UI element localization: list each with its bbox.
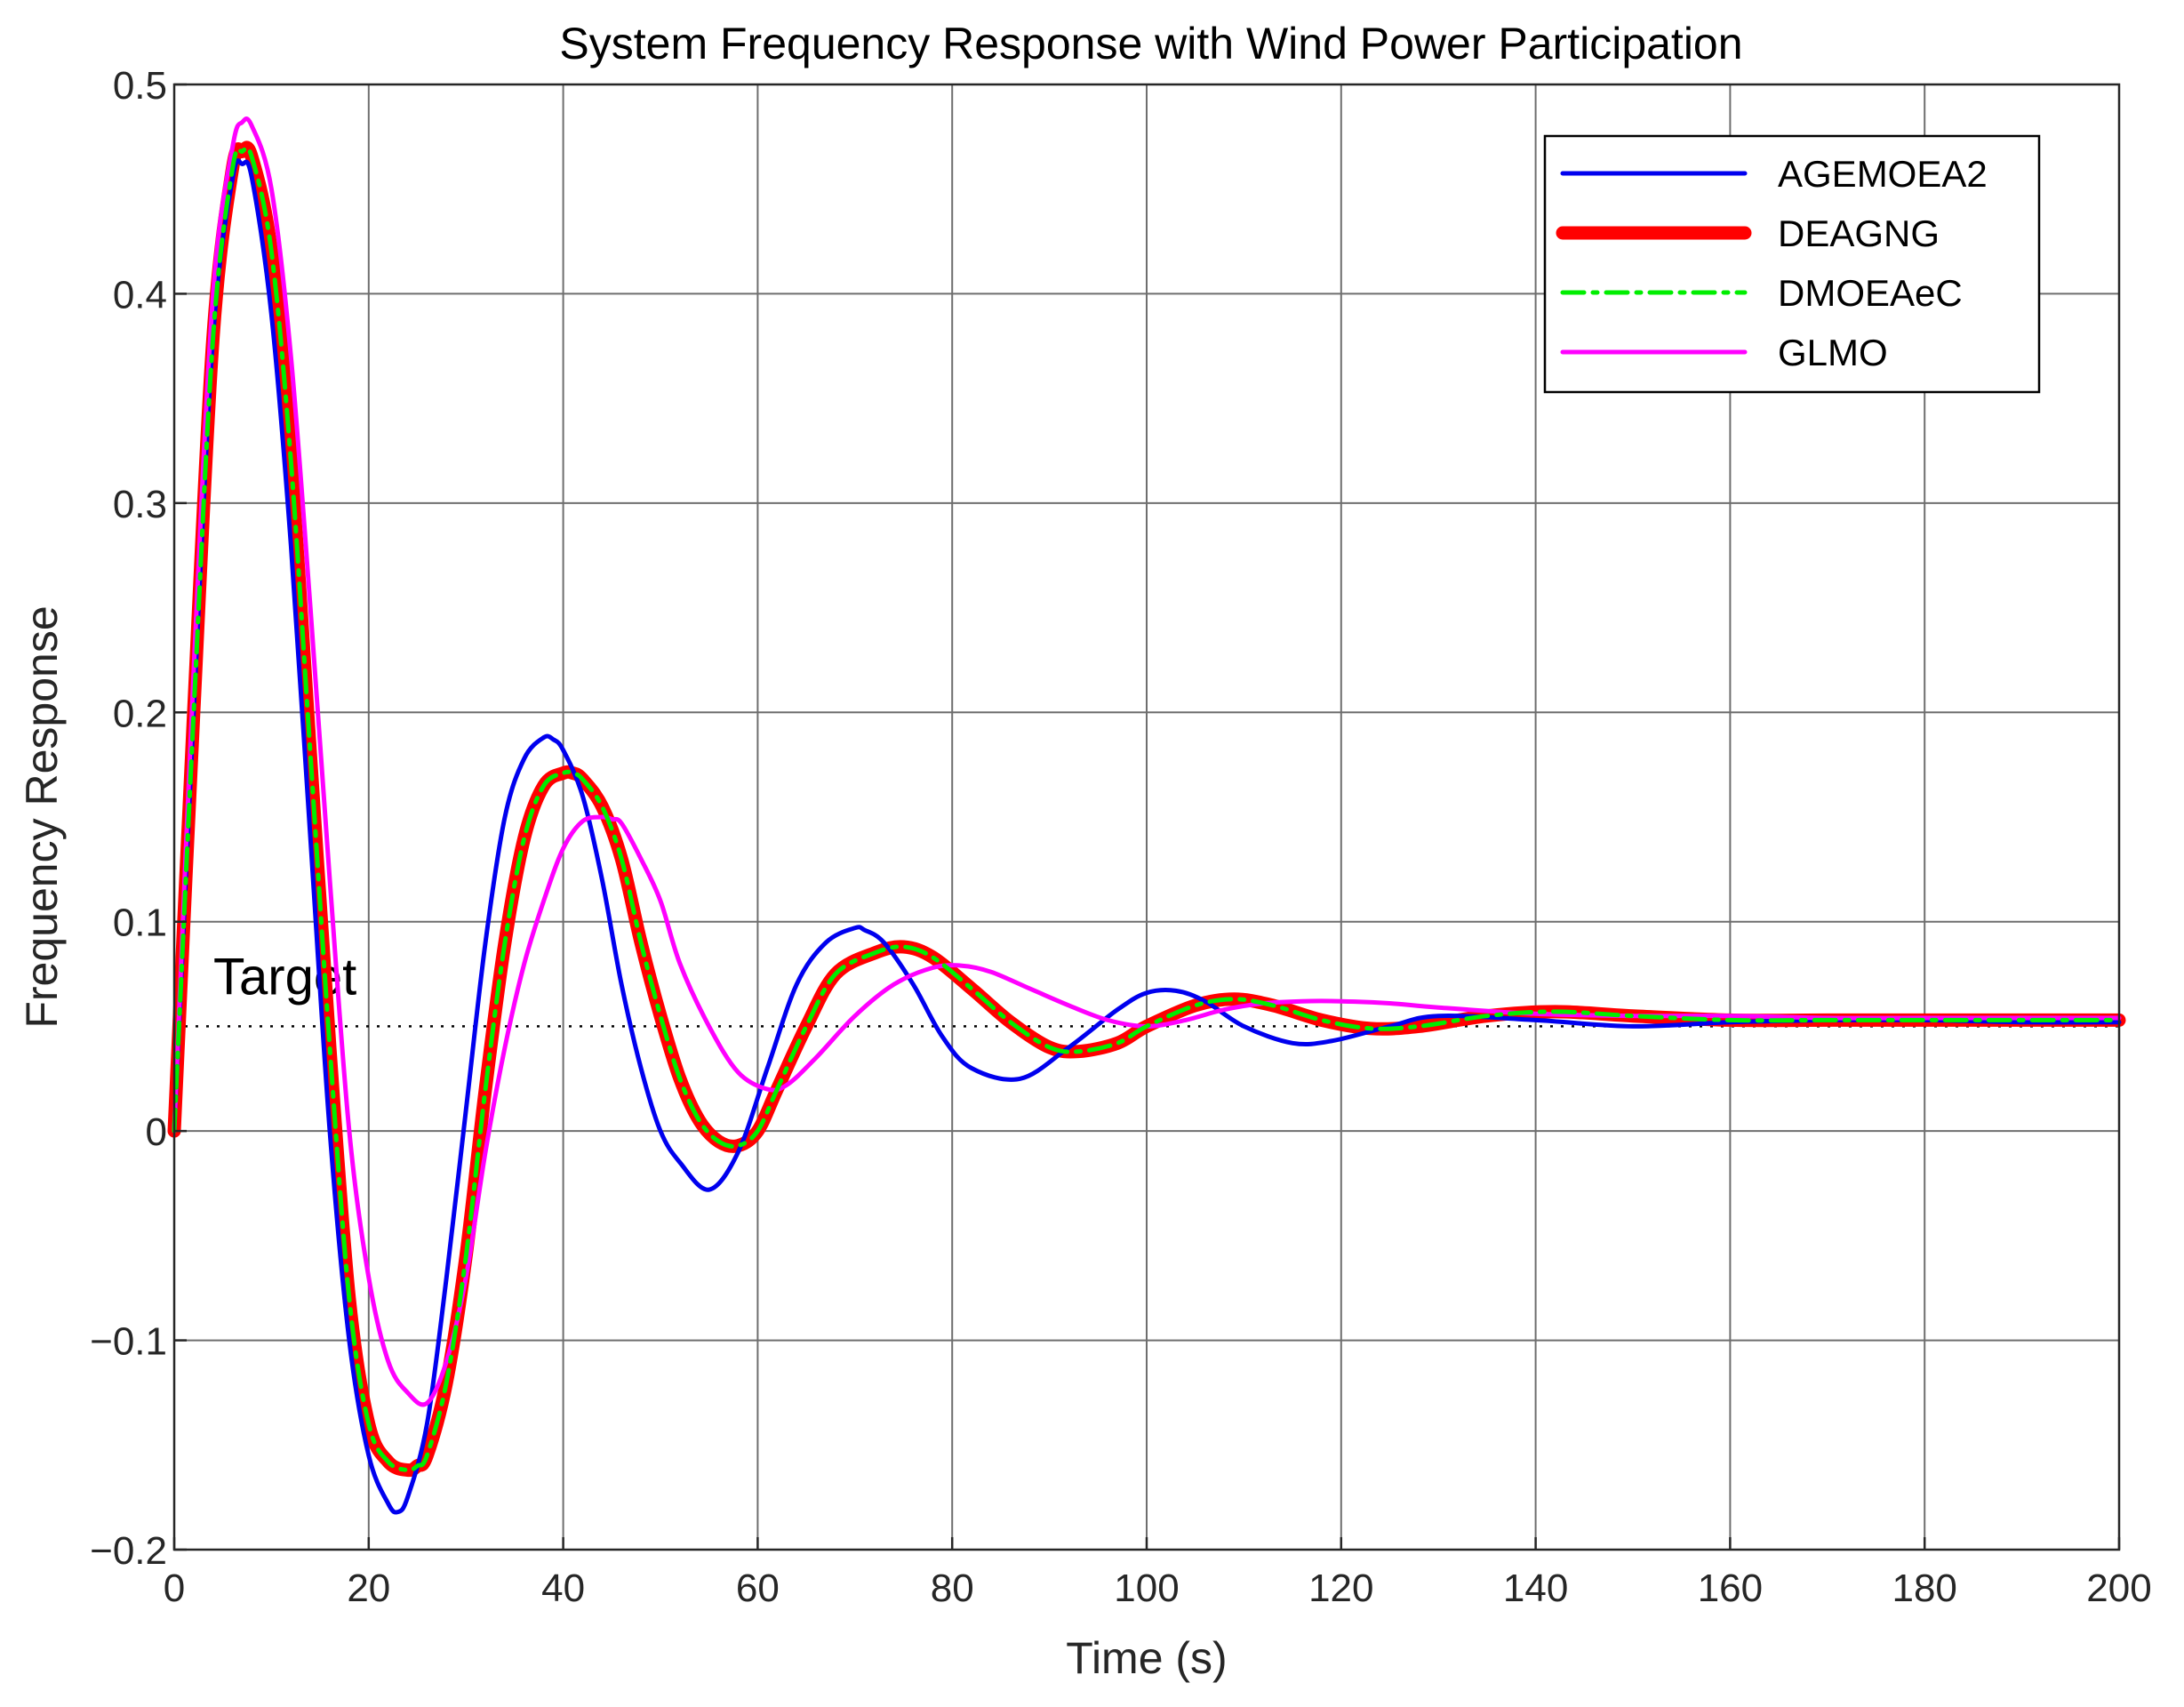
- x-tick-label: 60: [736, 1567, 780, 1610]
- y-tick-label: 0.1: [113, 902, 167, 945]
- legend: AGEMOEA2 DEAGNG DMOEAeC GLMO: [1543, 134, 2041, 394]
- y-tick-label: 0.5: [113, 64, 167, 108]
- series-line-agemoea2: [172, 158, 2122, 1515]
- x-tick-label: 160: [1698, 1567, 1763, 1610]
- legend-label-dmoeaec: DMOEAeC: [1778, 272, 1963, 314]
- y-axis-label: Frequency Response: [17, 605, 67, 1028]
- x-tick-label: 20: [347, 1567, 390, 1610]
- x-tick-label: 200: [2086, 1567, 2151, 1610]
- x-tick-label: 100: [1114, 1567, 1179, 1610]
- series-line-dmoeaec: [172, 145, 2122, 1473]
- legend-box: [1543, 134, 2041, 394]
- series-lines: [167, 116, 2126, 1515]
- x-tick-label: 0: [164, 1567, 185, 1610]
- x-tick-label: 180: [1892, 1567, 1956, 1610]
- x-tick-label: 80: [931, 1567, 974, 1610]
- x-tick-label: 120: [1308, 1567, 1373, 1610]
- legend-label-deagng: DEAGNG: [1778, 212, 1940, 254]
- x-axis-label: Time (s): [1066, 1633, 1227, 1683]
- axis-ticks: 0 20 40 60 80 100 120 140 160 180 200 −0.2 −0.1 0 0.1 0…: [90, 64, 2152, 1610]
- series-line-glmo: [172, 116, 2122, 1407]
- x-tick-label: 40: [541, 1567, 585, 1610]
- legend-label-glmo: GLMO: [1778, 332, 1888, 373]
- x-tick-label: 140: [1503, 1567, 1568, 1610]
- chart-title: System Frequency Response with Wind Powe…: [559, 19, 1742, 68]
- y-tick-label: 0.4: [113, 273, 167, 317]
- y-tick-label: −0.1: [90, 1320, 167, 1364]
- y-tick-label: 0: [146, 1110, 167, 1154]
- legend-label-agemoea2: AGEMOEA2: [1778, 153, 1988, 195]
- y-tick-label: −0.2: [90, 1529, 167, 1573]
- y-tick-label: 0.2: [113, 692, 167, 735]
- y-tick-label: 0.3: [113, 483, 167, 526]
